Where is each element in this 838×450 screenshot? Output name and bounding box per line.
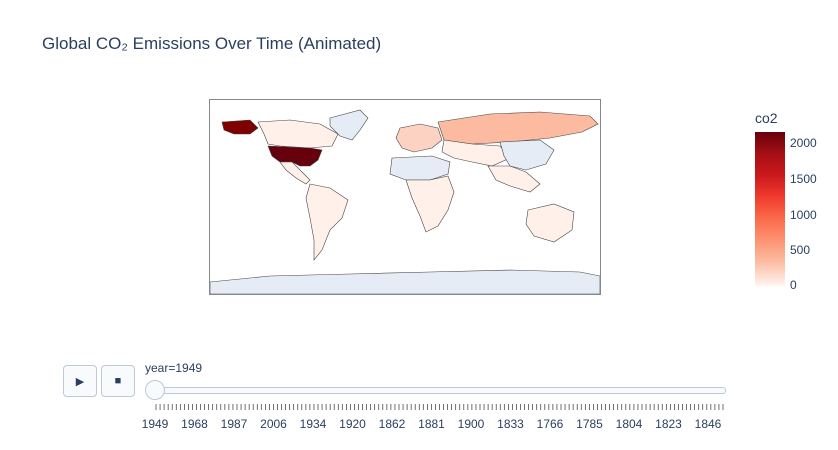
- map-region-antarctica[interactable]: [210, 269, 600, 294]
- slider-rail[interactable]: [155, 387, 726, 394]
- colorbar-tick-label: 500: [790, 243, 811, 257]
- slider-tick-label[interactable]: 1900: [457, 417, 485, 431]
- colorbar: [755, 132, 785, 286]
- slider-tick-label[interactable]: 1934: [299, 417, 327, 431]
- map-region-china[interactable]: [499, 139, 555, 171]
- slider-ticks: [155, 404, 724, 410]
- map-region-australia[interactable]: [525, 203, 575, 243]
- slider-handle[interactable]: [145, 380, 165, 400]
- slider-current-label: year=1949: [145, 361, 203, 375]
- slider-tick-label[interactable]: 1833: [497, 417, 524, 431]
- slider-tick-label[interactable]: 1949: [141, 417, 169, 431]
- map-region-north-africa[interactable]: [389, 155, 451, 181]
- map-region-europe[interactable]: [395, 123, 443, 153]
- slider-tick-label[interactable]: 1766: [536, 417, 564, 431]
- map-region-south-america[interactable]: [305, 183, 349, 261]
- colorbar-tick-label: 1500: [790, 172, 817, 186]
- colorbar-tick-label: 1000: [790, 208, 817, 222]
- slider-tick-label[interactable]: 1987: [220, 417, 248, 431]
- colorbar-title: co2: [755, 110, 778, 126]
- chart-title: Global CO₂ Emissions Over Time (Animated…: [42, 34, 382, 53]
- world-map-canvas: [210, 109, 600, 294]
- map-region-south-asia[interactable]: [487, 165, 541, 193]
- slider-tick-label[interactable]: 1823: [655, 417, 682, 431]
- world-map[interactable]: [209, 99, 601, 295]
- stop-icon: ■: [114, 375, 122, 387]
- map-region-canada[interactable]: [257, 119, 339, 149]
- colorbar-tick-label: 2000: [790, 136, 817, 150]
- colorbar-tick-label: 0: [790, 278, 797, 292]
- slider-tick-label[interactable]: 1804: [615, 417, 643, 431]
- map-region-usa[interactable]: [267, 145, 323, 167]
- play-icon: ▶: [75, 375, 85, 388]
- slider-tick-label[interactable]: 1881: [418, 417, 445, 431]
- play-button[interactable]: ▶: [63, 365, 97, 397]
- slider-tick-label[interactable]: 1862: [378, 417, 406, 431]
- map-region-greenland[interactable]: [329, 109, 369, 141]
- map-region-alaska[interactable]: [221, 119, 259, 135]
- map-region-mexico[interactable]: [279, 161, 311, 185]
- map-region-south-africa[interactable]: [405, 175, 455, 233]
- map-region-russia[interactable]: [437, 111, 599, 145]
- slider-tick-label[interactable]: 2006: [260, 417, 287, 431]
- stop-button[interactable]: ■: [101, 365, 135, 397]
- slider-tick-label[interactable]: 1785: [576, 417, 603, 431]
- slider-tick-label[interactable]: 1846: [694, 417, 722, 431]
- slider-tick-label[interactable]: 1920: [339, 417, 366, 431]
- slider-tick-label[interactable]: 1968: [181, 417, 208, 431]
